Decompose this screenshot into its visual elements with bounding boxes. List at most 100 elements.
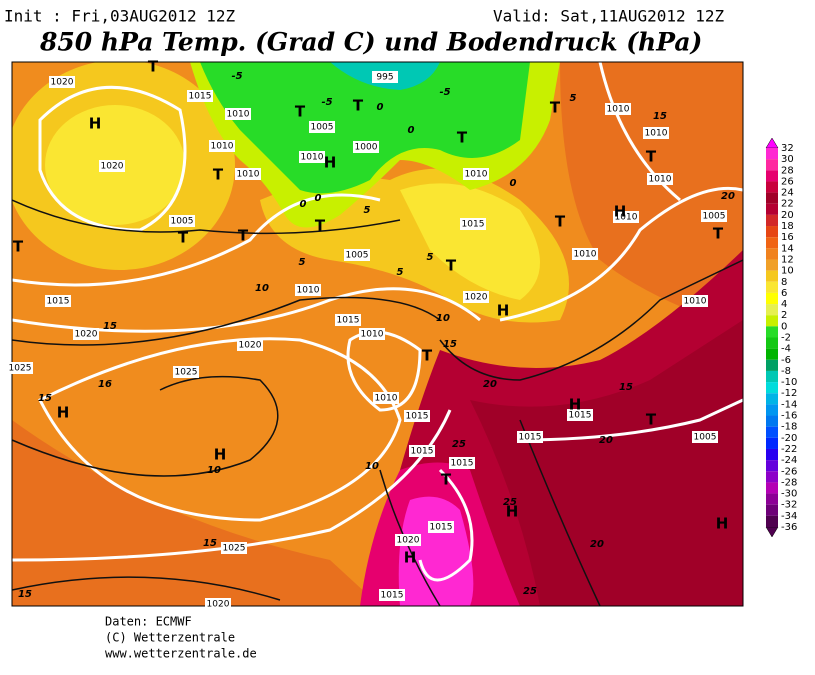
low-marker: T bbox=[646, 411, 657, 429]
colorbar-label: 30 bbox=[781, 154, 794, 165]
isobar-box bbox=[187, 90, 213, 102]
footer-copyright: (C) Wetterzentrale bbox=[105, 631, 235, 645]
colorbar-swatch bbox=[766, 382, 778, 394]
isobar-box bbox=[73, 328, 99, 340]
colorbar-label: -10 bbox=[781, 377, 797, 388]
isotherm-label: 0 bbox=[315, 193, 322, 204]
colorbar-swatch bbox=[766, 181, 778, 193]
isobar-label: 995 bbox=[376, 73, 393, 83]
isobar-box bbox=[449, 457, 475, 469]
colorbar-label: 16 bbox=[781, 232, 794, 243]
colorbar-swatch bbox=[766, 348, 778, 360]
isotherm-label: 10 bbox=[207, 465, 221, 476]
colorbar-label: -20 bbox=[781, 433, 797, 444]
colorbar-label: 32 bbox=[781, 143, 794, 154]
isobar-label: 1015 bbox=[519, 433, 542, 443]
colorbar-label: 2 bbox=[781, 310, 787, 321]
colorbar-label: -4 bbox=[781, 344, 791, 355]
isobar-box bbox=[235, 168, 261, 180]
isobar-box bbox=[373, 392, 399, 404]
isotherm-label: 15 bbox=[443, 339, 457, 350]
isobar-label: 1015 bbox=[411, 447, 434, 457]
colorbar-swatch bbox=[766, 292, 778, 305]
high-marker: H bbox=[57, 404, 70, 422]
isobar-box bbox=[428, 521, 454, 533]
colorbar-label: -30 bbox=[781, 489, 797, 500]
isotherm-label: 20 bbox=[590, 539, 604, 550]
isobar-box bbox=[404, 410, 430, 422]
isobar-label: 1010 bbox=[361, 330, 384, 340]
isotherm-label: -5 bbox=[439, 87, 450, 98]
isobar-box bbox=[225, 108, 251, 120]
isotherm-label: 10 bbox=[255, 283, 269, 294]
isobar-box bbox=[647, 173, 673, 185]
colorbar-label: -32 bbox=[781, 500, 797, 511]
isotherm-label: 5 bbox=[427, 252, 434, 263]
colorbar-cap bbox=[765, 137, 779, 149]
isobar-label: 1005 bbox=[311, 123, 334, 133]
colorbar-label: -22 bbox=[781, 444, 797, 455]
colorbar-swatch bbox=[766, 482, 778, 494]
colorbar-label: -16 bbox=[781, 411, 797, 422]
isobar-label: 1015 bbox=[569, 411, 592, 421]
colorbar-swatch bbox=[766, 448, 778, 461]
isobar-label: 1015 bbox=[189, 92, 212, 102]
colorbar-label: -28 bbox=[781, 477, 797, 488]
map bbox=[12, 62, 743, 606]
low-marker: T bbox=[13, 238, 24, 256]
colorbar-label: -12 bbox=[781, 388, 797, 399]
colorbar-label: -18 bbox=[781, 422, 797, 433]
low-marker: T bbox=[213, 166, 224, 184]
isobar-label: 1025 bbox=[175, 368, 198, 378]
colorbar-label: 4 bbox=[781, 299, 787, 310]
colorbar-label: 20 bbox=[781, 210, 794, 221]
isotherm-label: 0 bbox=[510, 178, 517, 189]
colorbar-swatch bbox=[766, 203, 778, 215]
colorbar-label: -26 bbox=[781, 466, 797, 477]
isotherm-label: 25 bbox=[503, 497, 517, 508]
isotherm-label: 10 bbox=[365, 461, 379, 472]
isobar-label: 1010 bbox=[227, 110, 250, 120]
high-marker: H bbox=[89, 115, 102, 133]
colorbar-swatch bbox=[766, 370, 778, 383]
isobar-label: 1020 bbox=[239, 341, 262, 351]
isotherm-label: 16 bbox=[98, 379, 112, 390]
isobar-box bbox=[173, 366, 199, 378]
colorbar-label: 28 bbox=[781, 165, 794, 176]
low-marker: T bbox=[646, 148, 657, 166]
low-marker: T bbox=[238, 227, 249, 245]
colorbar-label: -36 bbox=[781, 522, 797, 533]
colorbar-swatch bbox=[766, 493, 778, 505]
colorbar-cap bbox=[765, 526, 779, 538]
isobar-label: 1010 bbox=[645, 129, 668, 139]
isobar-box bbox=[344, 249, 370, 261]
isotherm-label: 15 bbox=[38, 393, 52, 404]
isobar-box bbox=[237, 339, 263, 351]
isotherm-label: 5 bbox=[570, 93, 577, 104]
colorbar-swatch bbox=[766, 359, 778, 371]
colorbar-label: -34 bbox=[781, 511, 797, 522]
colorbar-swatch bbox=[766, 214, 778, 227]
low-marker: T bbox=[353, 97, 364, 115]
isotherm-label: 15 bbox=[653, 111, 667, 122]
high-marker: H bbox=[506, 503, 519, 521]
isotherm-label: 0 bbox=[377, 102, 384, 113]
isobar-label: 1020 bbox=[465, 293, 488, 303]
high-marker: H bbox=[214, 446, 227, 464]
colorbar-swatch bbox=[766, 504, 778, 516]
isobar-label: 1010 bbox=[574, 250, 597, 260]
isobar-box bbox=[460, 218, 486, 230]
colorbar-swatch bbox=[766, 281, 778, 293]
colorbar-swatch bbox=[766, 304, 778, 316]
isobar-label: 1010 bbox=[237, 170, 260, 180]
isobar-label: 1010 bbox=[301, 153, 324, 163]
colorbar-swatch bbox=[766, 471, 778, 483]
isobar-label: 1010 bbox=[211, 142, 234, 152]
isotherm-label: 20 bbox=[721, 191, 735, 202]
low-marker: T bbox=[422, 347, 433, 365]
isotherm-label: 25 bbox=[523, 586, 537, 597]
isobar-box bbox=[409, 445, 435, 457]
isobar-box bbox=[169, 215, 195, 227]
isotherm-label: 5 bbox=[299, 257, 306, 268]
